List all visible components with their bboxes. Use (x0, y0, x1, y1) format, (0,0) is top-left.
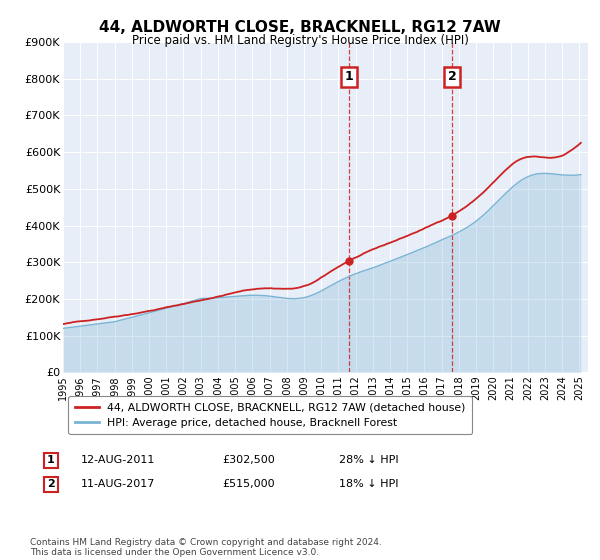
Text: 28% ↓ HPI: 28% ↓ HPI (339, 455, 398, 465)
Text: Price paid vs. HM Land Registry's House Price Index (HPI): Price paid vs. HM Land Registry's House … (131, 34, 469, 46)
Text: 11-AUG-2017: 11-AUG-2017 (81, 479, 155, 489)
Text: 12-AUG-2011: 12-AUG-2011 (81, 455, 155, 465)
Text: 2: 2 (47, 479, 55, 489)
Text: 2: 2 (448, 70, 457, 83)
Text: 44, ALDWORTH CLOSE, BRACKNELL, RG12 7AW: 44, ALDWORTH CLOSE, BRACKNELL, RG12 7AW (99, 20, 501, 35)
Text: £302,500: £302,500 (222, 455, 275, 465)
Text: £515,000: £515,000 (222, 479, 275, 489)
Legend: 44, ALDWORTH CLOSE, BRACKNELL, RG12 7AW (detached house), HPI: Average price, de: 44, ALDWORTH CLOSE, BRACKNELL, RG12 7AW … (68, 396, 472, 435)
Text: Contains HM Land Registry data © Crown copyright and database right 2024.
This d: Contains HM Land Registry data © Crown c… (30, 538, 382, 557)
Text: 18% ↓ HPI: 18% ↓ HPI (339, 479, 398, 489)
Text: 1: 1 (345, 70, 353, 83)
Text: 1: 1 (47, 455, 55, 465)
